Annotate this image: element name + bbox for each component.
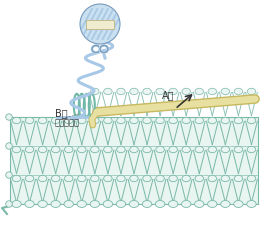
Ellipse shape [130,147,138,153]
Ellipse shape [129,201,139,207]
Ellipse shape [208,89,217,95]
Text: A糸: A糸 [162,90,174,100]
Ellipse shape [104,89,112,95]
Ellipse shape [208,201,217,207]
Ellipse shape [6,143,12,150]
Ellipse shape [156,118,164,124]
Ellipse shape [91,175,99,182]
Ellipse shape [169,147,177,153]
Ellipse shape [195,147,204,153]
Ellipse shape [195,175,204,182]
Ellipse shape [169,118,177,124]
Ellipse shape [117,118,125,124]
Ellipse shape [51,201,60,207]
Ellipse shape [104,175,112,182]
Ellipse shape [38,201,47,207]
Ellipse shape [156,201,165,207]
Ellipse shape [142,201,152,207]
Ellipse shape [104,147,112,153]
Text: （足す糸）: （足す糸） [55,118,80,127]
Circle shape [80,5,120,45]
FancyBboxPatch shape [86,20,114,29]
Ellipse shape [234,147,243,153]
Ellipse shape [234,89,243,95]
Ellipse shape [143,175,151,182]
Ellipse shape [77,147,86,153]
Ellipse shape [181,201,191,207]
Ellipse shape [12,201,21,207]
Polygon shape [10,117,258,204]
Ellipse shape [116,201,126,207]
Ellipse shape [221,175,230,182]
Ellipse shape [247,201,256,207]
Ellipse shape [247,175,256,182]
Text: B糸: B糸 [55,108,68,117]
Ellipse shape [143,89,151,95]
Ellipse shape [6,114,12,121]
Ellipse shape [221,89,230,95]
Ellipse shape [38,118,47,124]
Ellipse shape [130,118,138,124]
Ellipse shape [143,147,151,153]
Ellipse shape [52,175,60,182]
Ellipse shape [117,89,125,95]
Ellipse shape [247,118,256,124]
Ellipse shape [64,201,73,207]
Ellipse shape [104,118,112,124]
Ellipse shape [6,172,12,178]
Ellipse shape [195,118,204,124]
Ellipse shape [168,201,178,207]
Ellipse shape [103,201,113,207]
Ellipse shape [52,147,60,153]
Ellipse shape [12,118,21,124]
Ellipse shape [12,175,21,182]
Ellipse shape [12,147,21,153]
Ellipse shape [247,147,256,153]
Ellipse shape [156,175,164,182]
Ellipse shape [156,89,164,95]
Ellipse shape [65,175,73,182]
Ellipse shape [130,89,138,95]
Ellipse shape [91,118,99,124]
Ellipse shape [25,147,34,153]
Ellipse shape [25,175,34,182]
Ellipse shape [221,118,230,124]
Ellipse shape [77,118,86,124]
Ellipse shape [143,118,151,124]
Ellipse shape [6,201,12,207]
Ellipse shape [25,201,34,207]
Ellipse shape [234,175,243,182]
Ellipse shape [234,201,243,207]
Ellipse shape [221,147,230,153]
Ellipse shape [182,175,190,182]
Ellipse shape [182,89,190,95]
Ellipse shape [169,175,177,182]
Ellipse shape [182,118,190,124]
Ellipse shape [195,201,204,207]
Ellipse shape [169,89,177,95]
Ellipse shape [221,201,230,207]
Ellipse shape [90,201,100,207]
Ellipse shape [208,175,217,182]
Ellipse shape [182,147,190,153]
Ellipse shape [247,89,256,95]
Ellipse shape [117,175,125,182]
Ellipse shape [52,118,60,124]
Ellipse shape [65,147,73,153]
Ellipse shape [77,201,86,207]
Ellipse shape [208,147,217,153]
Ellipse shape [38,147,47,153]
Ellipse shape [130,175,138,182]
Ellipse shape [77,175,86,182]
Ellipse shape [65,118,73,124]
Ellipse shape [195,89,204,95]
Ellipse shape [117,147,125,153]
Ellipse shape [208,118,217,124]
Ellipse shape [25,118,34,124]
Ellipse shape [91,147,99,153]
Ellipse shape [234,118,243,124]
Ellipse shape [91,89,99,95]
Ellipse shape [38,175,47,182]
Ellipse shape [156,147,164,153]
